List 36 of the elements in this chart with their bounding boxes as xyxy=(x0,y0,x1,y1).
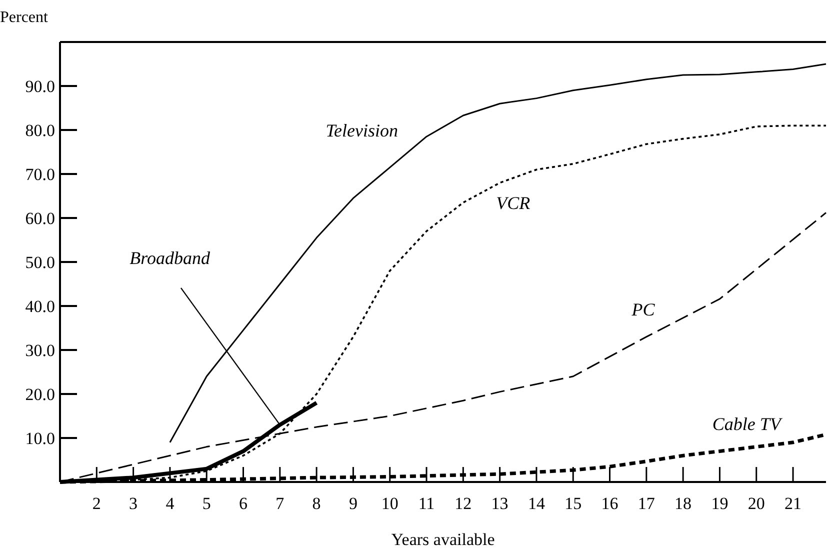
y-tick-label: 90.0 xyxy=(25,76,55,96)
x-tick-label: 21 xyxy=(784,494,802,513)
y-tick-label: 10.0 xyxy=(25,428,55,448)
x-tick-label: 10 xyxy=(381,494,398,513)
series-label: PC xyxy=(630,300,656,320)
x-tick-label: 5 xyxy=(202,494,211,513)
y-tick-label: 20.0 xyxy=(25,384,55,404)
x-tick-label: 16 xyxy=(601,494,618,513)
y-tick-label: 70.0 xyxy=(25,164,55,184)
y-tick-label: 60.0 xyxy=(25,208,55,228)
series-label: Cable TV xyxy=(712,414,783,434)
y-tick-label: 30.0 xyxy=(25,340,55,360)
y-tick-label: 50.0 xyxy=(25,252,55,272)
series-label: VCR xyxy=(496,193,530,214)
x-tick-label: 3 xyxy=(129,494,138,513)
x-tick-label: 6 xyxy=(239,494,248,513)
y-tick-label: 80.0 xyxy=(25,120,55,140)
x-tick-label: 9 xyxy=(348,494,358,513)
x-tick-label: 8 xyxy=(312,494,321,513)
x-tick-label: 11 xyxy=(418,494,435,513)
x-tick-label: 19 xyxy=(711,494,728,513)
y-axis-title: Percent xyxy=(0,9,49,26)
y-tick-label: 40.0 xyxy=(25,296,55,316)
text: Broadband xyxy=(130,248,211,268)
x-axis-title: Years available xyxy=(391,530,495,549)
x-tick-label: 20 xyxy=(748,494,765,513)
x-tick-label: 14 xyxy=(528,494,546,513)
x-tick-label: 15 xyxy=(564,494,582,513)
x-tick-label: 4 xyxy=(166,494,175,513)
x-tick-label: 17 xyxy=(638,494,656,513)
x-tick-label: 7 xyxy=(276,494,285,513)
x-tick-label: 13 xyxy=(491,494,508,513)
x-tick-label: 18 xyxy=(674,494,692,513)
series-label: Television xyxy=(326,120,398,141)
x-tick-label: 12 xyxy=(454,494,472,513)
x-tick-label: 2 xyxy=(92,494,101,513)
